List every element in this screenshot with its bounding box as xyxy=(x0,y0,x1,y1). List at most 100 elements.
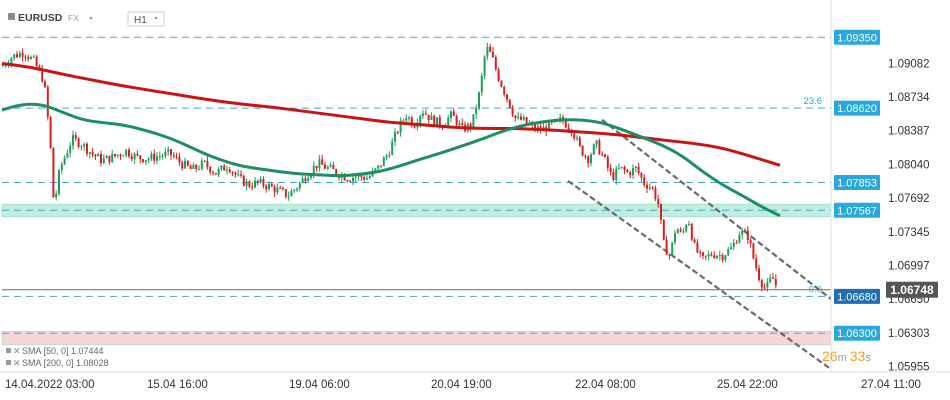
candle-body xyxy=(760,280,763,288)
candle-body xyxy=(312,165,315,175)
candle xyxy=(590,152,592,167)
candle-body xyxy=(595,140,598,145)
candle xyxy=(679,227,682,233)
candle-body xyxy=(475,108,478,115)
candle-body xyxy=(637,166,640,173)
candle-body xyxy=(480,75,483,93)
candle xyxy=(186,160,189,167)
candle-body xyxy=(730,247,732,250)
candle xyxy=(696,238,699,254)
candle-body xyxy=(489,46,492,52)
chevron-down-icon[interactable] xyxy=(89,17,93,20)
candle-body xyxy=(693,239,696,243)
candle-body xyxy=(405,118,408,121)
candle-body xyxy=(402,120,405,122)
candle-body xyxy=(380,165,382,167)
sma50-line xyxy=(1,102,781,218)
candle-body xyxy=(461,123,464,125)
candle xyxy=(424,109,427,116)
candle-body xyxy=(483,56,486,76)
candle-body xyxy=(382,157,385,166)
candle-body xyxy=(184,160,186,169)
candle-body xyxy=(206,160,209,167)
candle-body xyxy=(685,225,688,232)
candle xyxy=(581,145,584,157)
candle xyxy=(214,172,217,175)
candle-body xyxy=(506,94,508,100)
candle-body xyxy=(629,172,632,176)
candle-body xyxy=(63,157,66,164)
candle xyxy=(735,239,738,244)
y-tick-label: 1.06997 xyxy=(888,261,930,273)
candle xyxy=(620,166,623,170)
candle-body xyxy=(55,193,58,198)
candle-body xyxy=(758,268,760,281)
candle xyxy=(629,170,632,179)
candle-body xyxy=(192,164,195,170)
candle-body xyxy=(349,181,352,183)
candle-body xyxy=(774,278,777,286)
candle xyxy=(500,80,503,88)
candle xyxy=(450,110,452,123)
candle-body xyxy=(172,155,175,157)
candle xyxy=(198,165,200,171)
symbol-label[interactable]: EURUSD xyxy=(18,12,63,24)
candle xyxy=(130,152,133,162)
chevron-down-icon[interactable] xyxy=(154,17,158,20)
x-tick-label: 15.04 16:00 xyxy=(147,379,208,391)
level-tag-label: 1.07853 xyxy=(837,178,877,190)
timeframe-select[interactable] xyxy=(127,11,165,27)
candle-body xyxy=(662,219,665,240)
candle xyxy=(366,173,368,181)
candle-body xyxy=(144,160,147,163)
candle xyxy=(178,152,181,166)
candle xyxy=(604,153,606,158)
candle xyxy=(74,131,77,142)
candle-body xyxy=(170,149,172,156)
candle-body xyxy=(522,117,525,120)
candle-body xyxy=(632,168,634,176)
candle xyxy=(105,154,108,159)
candle xyxy=(164,147,167,159)
candle xyxy=(772,272,774,280)
y-tick-label: 1.07692 xyxy=(888,193,930,205)
candle xyxy=(209,166,212,175)
candle-body xyxy=(374,168,377,171)
candle-body xyxy=(198,168,200,170)
candle xyxy=(676,228,679,234)
candle xyxy=(251,182,254,191)
level-tag-bg xyxy=(834,325,880,341)
candle-body xyxy=(30,56,32,59)
candle-body xyxy=(648,187,651,189)
candle-body xyxy=(643,177,646,185)
candle-body xyxy=(80,146,83,148)
sma-layer xyxy=(1,61,781,218)
candle xyxy=(206,156,209,170)
candle xyxy=(324,161,326,169)
candle xyxy=(522,114,525,121)
candle-body xyxy=(237,174,240,176)
candle-body xyxy=(609,167,612,172)
candle xyxy=(578,135,581,148)
candle-body xyxy=(200,160,203,169)
candle-body xyxy=(427,114,430,120)
candle xyxy=(422,110,424,119)
candle-body xyxy=(452,111,455,116)
candle-body xyxy=(615,168,618,181)
candle-body xyxy=(142,159,144,163)
candle-body xyxy=(153,153,156,161)
candle xyxy=(242,174,245,187)
candle xyxy=(212,170,214,176)
trend-channel[interactable] xyxy=(567,118,836,373)
candle-body xyxy=(324,164,326,169)
candle-body xyxy=(343,174,346,181)
candle-body xyxy=(228,169,231,173)
candle-body xyxy=(469,123,472,128)
candle-body xyxy=(189,165,192,170)
candle-body xyxy=(119,154,122,157)
candle-body xyxy=(763,287,766,289)
candle xyxy=(774,274,777,289)
candle xyxy=(158,151,161,161)
candle xyxy=(97,152,100,157)
